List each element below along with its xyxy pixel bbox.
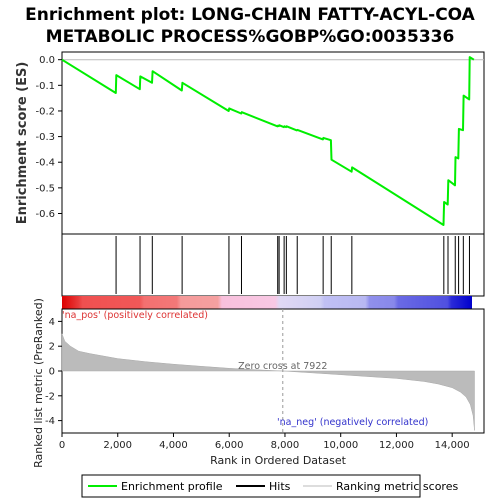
x-tick-label: 0 <box>59 440 65 451</box>
legend-metric-label: Ranking metric scores <box>336 480 458 493</box>
legend: Enrichment profile Hits Ranking metric s… <box>81 474 458 498</box>
chart-title-line1: Enrichment plot: LONG-CHAIN FATTY-ACYL-C… <box>25 5 476 25</box>
x-tick-label: 2,000 <box>103 440 132 451</box>
es-enrichment-line <box>61 56 475 226</box>
chart-title-line2: METABOLIC PROCESS%GOBP%GO:0035336 <box>46 27 455 47</box>
legend-hits-label: Hits <box>269 480 291 493</box>
es-y-tick-label: -0.3 <box>35 132 55 143</box>
es-panel-frame <box>61 51 485 235</box>
es-y-axis: 0.0 -0.1 -0.2 -0.3 -0.4 -0.5 -0.6 <box>35 55 62 220</box>
x-tick-label: 8,000 <box>271 440 300 451</box>
x-tick-label: 12,000 <box>379 440 414 451</box>
pos-correlated-label: 'na_pos' (positively correlated) <box>62 310 208 321</box>
x-tick-label: 6,000 <box>215 440 244 451</box>
legend-es-label: Enrichment profile <box>121 480 223 493</box>
metric-y-tick-label: -2 <box>45 391 55 402</box>
es-y-tick-label: -0.6 <box>35 209 55 220</box>
metric-y-axis: 4 2 0 -2 -4 <box>45 317 62 427</box>
zero-cross-label: Zero cross at 7922 <box>238 361 327 372</box>
hits-group <box>115 236 470 294</box>
x-axis-label: Rank in Ordered Dataset <box>210 454 347 467</box>
es-y-tick-label: -0.4 <box>35 158 55 169</box>
es-panel: 0.0 -0.1 -0.2 -0.3 -0.4 -0.5 -0.6 Enrichment s… <box>15 51 485 235</box>
rank-color-bar <box>62 296 472 309</box>
metric-y-tick-label: 2 <box>49 342 55 353</box>
es-y-tick-label: -0.5 <box>35 183 55 194</box>
metric-panel: 4 2 0 -2 -4 'na_pos' (positively correlated)… <box>32 298 485 468</box>
metric-y-tick-label: -4 <box>45 416 55 427</box>
metric-y-tick-label: 4 <box>49 317 55 328</box>
es-y-axis-label: Enrichment score (ES) <box>15 62 30 225</box>
metric-y-tick-label: 0 <box>49 367 55 378</box>
es-y-tick-label: -0.1 <box>35 81 55 92</box>
x-tick-label: 10,000 <box>323 440 358 451</box>
es-line-group <box>61 56 484 226</box>
es-y-tick-label: 0.0 <box>39 55 55 66</box>
neg-correlated-label: 'na_neg' (negatively correlated) <box>277 417 428 428</box>
es-y-tick-label: -0.2 <box>35 106 55 117</box>
metric-area <box>61 333 475 431</box>
hits-panel <box>61 233 485 297</box>
x-tick-label: 14,000 <box>435 440 470 451</box>
x-axis: 0 2,000 4,000 6,000 8,000 10,000 12,000 14,000 <box>59 433 470 451</box>
x-tick-label: 4,000 <box>159 440 188 451</box>
metric-y-axis-label: Ranked list metric (PreRanked) <box>32 298 45 468</box>
hits-panel-frame <box>61 233 485 297</box>
